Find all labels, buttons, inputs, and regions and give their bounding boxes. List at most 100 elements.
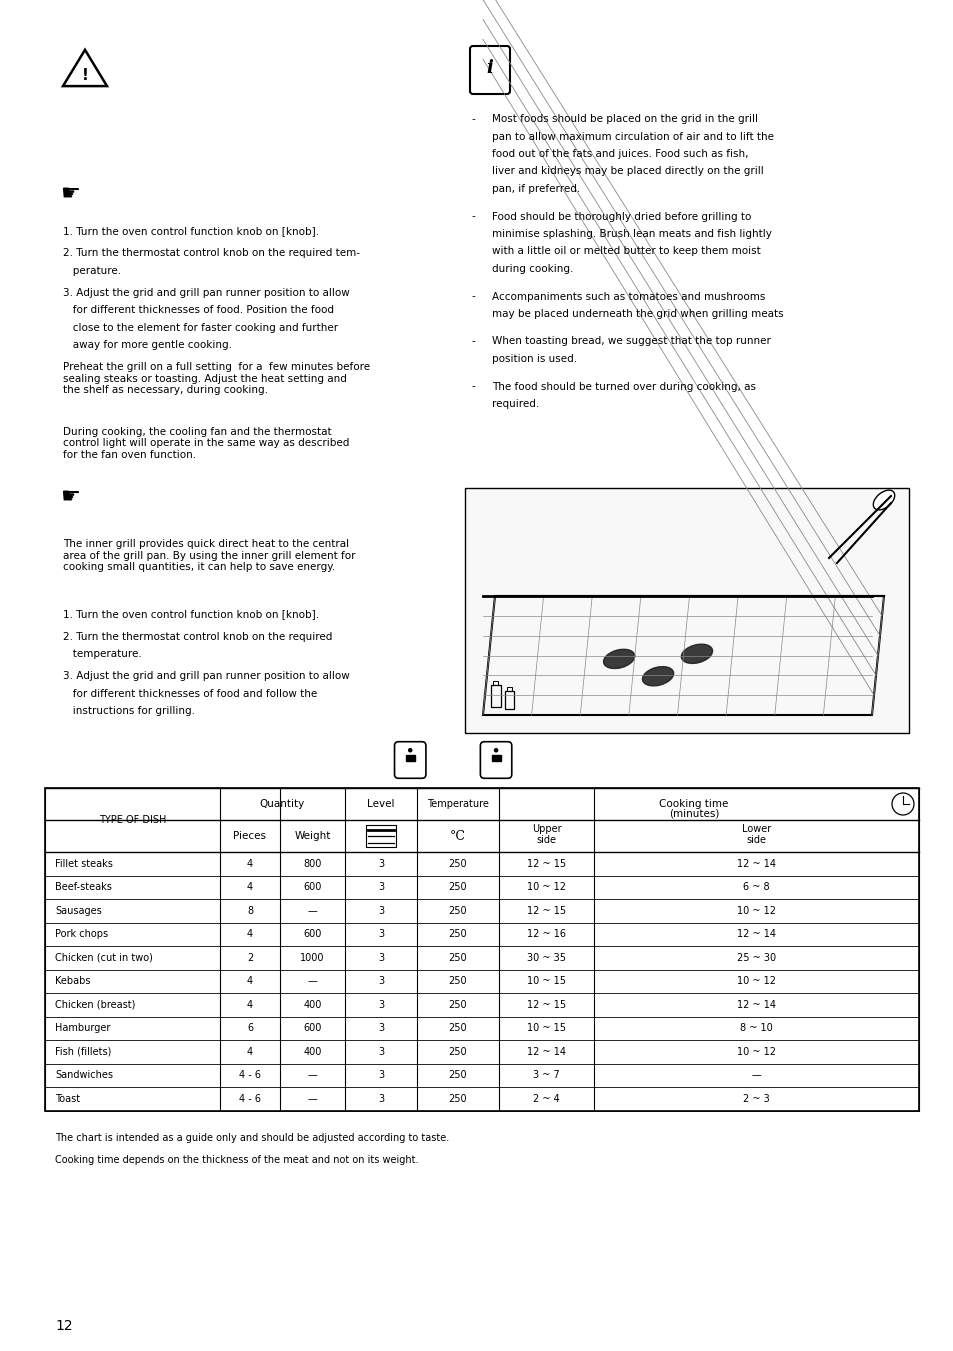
Text: 10 ~ 12: 10 ~ 12 <box>737 905 775 916</box>
Text: 3: 3 <box>377 1023 384 1034</box>
Text: (minutes): (minutes) <box>668 809 719 819</box>
Text: ☛: ☛ <box>60 486 80 507</box>
Text: 600: 600 <box>303 882 321 892</box>
Text: perature.: perature. <box>63 266 121 276</box>
Bar <box>405 755 415 762</box>
Text: Level: Level <box>367 800 395 809</box>
Text: 12 ~ 14: 12 ~ 14 <box>737 929 775 939</box>
Text: Sausages: Sausages <box>55 905 102 916</box>
Text: instructions for grilling.: instructions for grilling. <box>63 707 194 716</box>
Text: Beef-steaks: Beef-steaks <box>55 882 112 892</box>
Text: 250: 250 <box>448 905 467 916</box>
Text: 3. Adjust the grid and grill pan runner position to allow: 3. Adjust the grid and grill pan runner … <box>63 288 350 297</box>
Text: 3: 3 <box>377 977 384 986</box>
Text: 4: 4 <box>247 1047 253 1056</box>
Text: Lower
side: Lower side <box>741 824 770 846</box>
Circle shape <box>408 748 412 751</box>
Bar <box>45 788 918 1111</box>
Text: 600: 600 <box>303 929 321 939</box>
Bar <box>504 690 514 709</box>
Text: 6: 6 <box>247 1023 253 1034</box>
Text: position is used.: position is used. <box>492 354 577 363</box>
Text: 400: 400 <box>303 1047 321 1056</box>
Text: may be placed underneath the grid when grilling meats: may be placed underneath the grid when g… <box>492 309 782 319</box>
Text: 3: 3 <box>377 1070 384 1081</box>
Text: Accompaniments such as tomatoes and mushrooms: Accompaniments such as tomatoes and mush… <box>492 292 764 301</box>
Text: 10 ~ 12: 10 ~ 12 <box>737 1047 775 1056</box>
Text: Cooking time depends on the thickness of the meat and not on its weight.: Cooking time depends on the thickness of… <box>55 1155 418 1165</box>
Text: 1. Turn the oven control function knob on [knob].: 1. Turn the oven control function knob o… <box>63 226 319 236</box>
Text: required.: required. <box>492 399 538 409</box>
Text: 4: 4 <box>247 977 253 986</box>
Text: Chicken (cut in two): Chicken (cut in two) <box>55 952 152 963</box>
Text: Weight: Weight <box>294 831 331 842</box>
Text: 12 ~ 14: 12 ~ 14 <box>737 859 775 869</box>
Text: Temperature: Temperature <box>427 798 489 809</box>
Text: 250: 250 <box>448 977 467 986</box>
Text: close to the element for faster cooking and further: close to the element for faster cooking … <box>63 323 337 332</box>
Text: 250: 250 <box>448 1023 467 1034</box>
Text: 4 - 6: 4 - 6 <box>239 1070 261 1081</box>
Text: 250: 250 <box>448 929 467 939</box>
Text: -: - <box>472 336 476 346</box>
Text: 3 ~ 7: 3 ~ 7 <box>533 1070 559 1081</box>
Text: 8: 8 <box>247 905 253 916</box>
Text: Toast: Toast <box>55 1094 80 1104</box>
Bar <box>366 825 395 847</box>
Text: 12 ~ 14: 12 ~ 14 <box>737 1000 775 1009</box>
Text: 4: 4 <box>247 859 253 869</box>
Text: i: i <box>486 59 493 77</box>
Text: The food should be turned over during cooking, as: The food should be turned over during co… <box>492 381 755 392</box>
Text: Cooking time: Cooking time <box>659 800 728 809</box>
Text: 400: 400 <box>303 1000 321 1009</box>
Text: 3: 3 <box>377 952 384 963</box>
Text: 1000: 1000 <box>300 952 324 963</box>
Text: 600: 600 <box>303 1023 321 1034</box>
Text: 3: 3 <box>377 882 384 892</box>
Text: Pieces: Pieces <box>233 831 266 842</box>
Ellipse shape <box>603 650 634 669</box>
Text: 4: 4 <box>247 882 253 892</box>
Text: Kebabs: Kebabs <box>55 977 91 986</box>
Text: 2. Turn the thermostat control knob on the required: 2. Turn the thermostat control knob on t… <box>63 631 332 642</box>
Text: 10 ~ 15: 10 ~ 15 <box>526 977 565 986</box>
Ellipse shape <box>680 644 712 663</box>
Text: pan, if preferred.: pan, if preferred. <box>492 184 579 195</box>
Text: food out of the fats and juices. Food such as fish,: food out of the fats and juices. Food su… <box>492 149 748 159</box>
Text: —: — <box>307 905 317 916</box>
Text: 12 ~ 15: 12 ~ 15 <box>526 1000 565 1009</box>
Text: —: — <box>307 1070 317 1081</box>
Text: during cooking.: during cooking. <box>492 263 573 274</box>
Text: 10 ~ 12: 10 ~ 12 <box>526 882 565 892</box>
Text: 12 ~ 16: 12 ~ 16 <box>526 929 565 939</box>
Text: 2: 2 <box>247 952 253 963</box>
Text: !: ! <box>81 68 89 82</box>
Text: 2 ~ 3: 2 ~ 3 <box>742 1094 769 1104</box>
Bar <box>491 755 500 762</box>
Text: 3: 3 <box>377 905 384 916</box>
Text: 25 ~ 30: 25 ~ 30 <box>736 952 775 963</box>
Circle shape <box>494 748 497 751</box>
Text: with a little oil or melted butter to keep them moist: with a little oil or melted butter to ke… <box>492 246 760 257</box>
Ellipse shape <box>641 666 673 686</box>
Text: 250: 250 <box>448 859 467 869</box>
Text: -: - <box>472 212 476 222</box>
Text: 4: 4 <box>247 929 253 939</box>
Text: 800: 800 <box>303 859 321 869</box>
Text: temperature.: temperature. <box>63 648 142 659</box>
Text: Preheat the grill on a full setting  for a  few minutes before
sealing steaks or: Preheat the grill on a full setting for … <box>63 362 370 396</box>
Ellipse shape <box>872 490 894 509</box>
Text: 12 ~ 14: 12 ~ 14 <box>526 1047 565 1056</box>
Text: —: — <box>751 1070 760 1081</box>
Text: During cooking, the cooling fan and the thermostat
control light will operate in: During cooking, the cooling fan and the … <box>63 427 349 459</box>
Text: Fish (fillets): Fish (fillets) <box>55 1047 112 1056</box>
Text: Fillet steaks: Fillet steaks <box>55 859 112 869</box>
Text: 12: 12 <box>55 1319 72 1333</box>
Text: 250: 250 <box>448 1094 467 1104</box>
Text: 8 ~ 10: 8 ~ 10 <box>740 1023 772 1034</box>
Text: °C: °C <box>450 830 465 843</box>
Text: 30 ~ 35: 30 ~ 35 <box>526 952 565 963</box>
Text: liver and kidneys may be placed directly on the grill: liver and kidneys may be placed directly… <box>492 166 763 177</box>
Text: 3: 3 <box>377 1047 384 1056</box>
Text: 10 ~ 15: 10 ~ 15 <box>526 1023 565 1034</box>
